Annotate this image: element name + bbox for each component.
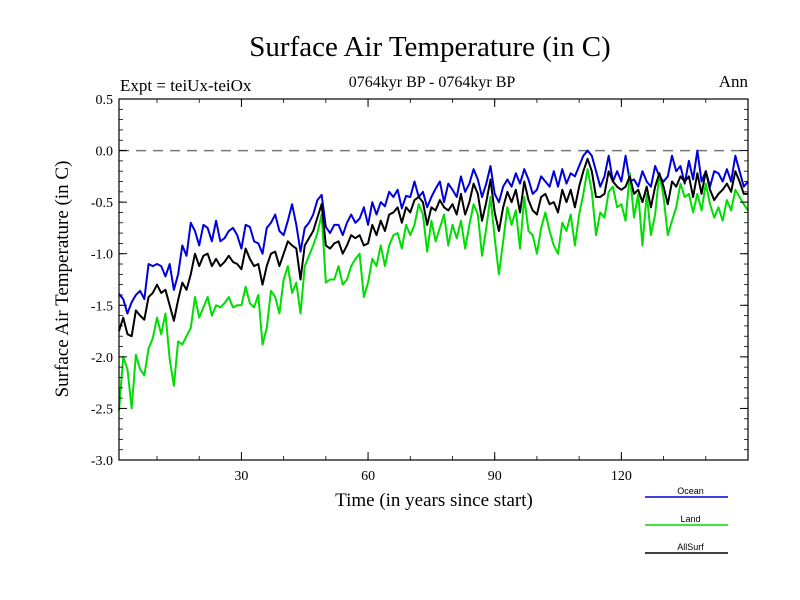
season-label: Ann [719,72,749,91]
x-axis-label: Time (in years since start) [335,490,533,511]
plot-area: 0.5 0.0 -0.5 -1.0 -1.5 -2.0 -2.5 -3.0 30 60 90 120 [91,93,749,484]
chart-subtitle: 0764kyr BP - 0764kyr BP [349,74,516,91]
legend: Ocean Land AllSurf [645,486,728,554]
legend-label-land: Land [680,514,700,524]
y-tick-label: -1.0 [91,248,113,263]
series-line-land [118,168,749,411]
y-tick-label: 0.5 [96,93,114,108]
y-axis-label: Surface Air Temperature (in C) [52,161,73,398]
x-tick-label: 60 [361,469,375,484]
legend-label-allsurf: AllSurf [677,542,704,552]
x-tick-label: 90 [488,469,502,484]
x-tick-label: 30 [234,469,248,484]
chart-title: Surface Air Temperature (in C) [249,31,610,63]
x-tick-label: 120 [611,469,632,484]
y-tick-label: -3.0 [91,454,113,469]
plot-frame [118,98,749,461]
y-tick-label: 0.0 [96,145,114,160]
series-line-allsurf [118,157,748,338]
y-tick-label: -2.0 [91,351,113,366]
series-line-ocean [118,149,749,315]
y-tick-label: -1.5 [91,299,113,314]
y-tick-label: -0.5 [91,196,113,211]
experiment-label: Expt = teiUx-teiOx [120,76,252,95]
y-tick-label: -2.5 [91,402,113,417]
legend-label-ocean: Ocean [677,486,704,496]
